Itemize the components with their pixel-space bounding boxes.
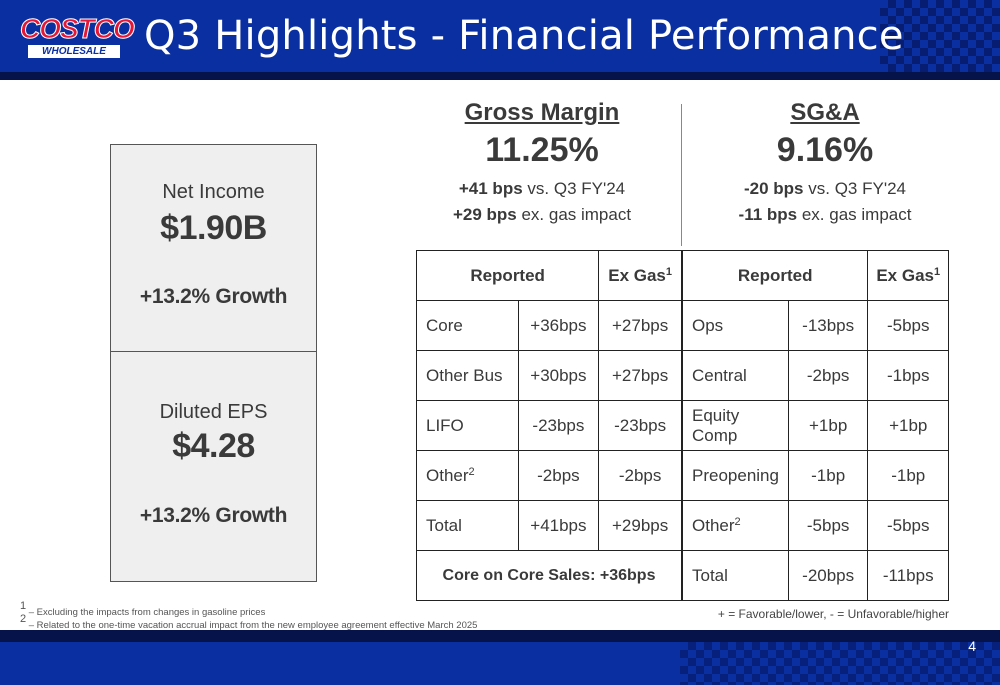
sga-heading: SG&A (790, 99, 860, 126)
table-row: Equity Comp +1bp +1bp (682, 400, 949, 451)
footer-pattern (680, 642, 1000, 685)
table-row: Other2 -2bps -2bps (416, 450, 682, 501)
sga-value: 9.16% (776, 131, 874, 169)
row-label: LIFO (416, 400, 519, 451)
reported-cell: -5bps (787, 500, 869, 551)
sign-legend: + = Favorable/lower, - = Unfavorable/hig… (717, 607, 949, 621)
sga-ex-gas: -11 bps ex. gas impact (738, 205, 912, 224)
reported-cell: +41bps (517, 500, 600, 551)
sga-vs-prior: -20 bps vs. Q3 FY'24 (744, 179, 906, 198)
ex-gas-cell: -5bps (867, 500, 949, 551)
table-row: Other2 -5bps -5bps (682, 500, 949, 551)
ex-gas-cell: -5bps (867, 300, 949, 351)
header-banner: COSTCO WHOLESALE Q3 Highlights - Financi… (0, 0, 1000, 80)
logo-wordmark: COSTCO (20, 13, 136, 44)
ex-gas-cell: +27bps (598, 350, 682, 401)
row-label: Other2 (682, 500, 789, 551)
reported-cell: -2bps (517, 450, 600, 501)
column-header-reported: Reported (415, 250, 600, 301)
net-income-value: $1.90B (160, 209, 267, 247)
footnote-2: 2 – Related to the one-time vacation acc… (20, 613, 478, 632)
table-row: Ops -13bps -5bps (682, 300, 949, 351)
logo-subtitle: WHOLESALE (28, 45, 120, 58)
table-row: Other Bus +30bps +27bps (416, 350, 682, 401)
reported-cell: -1bp (787, 450, 869, 501)
footer-banner: 4 (0, 630, 1000, 685)
ex-gas-cell: +29bps (598, 500, 682, 551)
net-income-growth: +13.2% Growth (139, 285, 288, 308)
row-label: Other2 (416, 450, 519, 501)
table-row: Core +36bps +27bps (416, 300, 682, 351)
footnote-1: 1 – Excluding the impacts from changes i… (20, 600, 266, 619)
header-stripe (0, 72, 1000, 80)
row-label: Total (682, 550, 789, 601)
ex-gas-cell: -1bps (867, 350, 949, 401)
reported-cell: +30bps (517, 350, 600, 401)
ex-gas-cell: -11bps (867, 550, 949, 601)
sga-summary: SG&A 9.16% -20 bps vs. Q3 FY'24 -11 bps … (700, 96, 950, 228)
row-label: Ops (682, 300, 789, 351)
earnings-summary-box: Net Income $1.90B +13.2% Growth Diluted … (110, 144, 317, 582)
gross-margin-summary: Gross Margin 11.25% +41 bps vs. Q3 FY'24… (417, 96, 667, 228)
reported-cell: -23bps (517, 400, 600, 451)
reported-cell: +1bp (787, 400, 869, 451)
table-row: Total -20bps -11bps (682, 550, 949, 601)
ex-gas-cell: +1bp (867, 400, 949, 451)
row-label: Core (416, 300, 519, 351)
diluted-eps-growth: +13.2% Growth (139, 504, 288, 527)
row-label: Central (682, 350, 789, 401)
page-title: Q3 Highlights - Financial Performance (144, 13, 904, 59)
table-footer-row: Core on Core Sales: +36bps (416, 550, 682, 601)
header-separator (681, 104, 682, 246)
footer-stripe (0, 630, 1000, 642)
gross-margin-ex-gas: +29 bps ex. gas impact (452, 205, 632, 224)
page-number: 4 (968, 638, 976, 654)
reported-cell: -2bps (787, 350, 869, 401)
diluted-eps-value: $4.28 (172, 427, 255, 465)
ex-gas-cell: +27bps (598, 300, 682, 351)
ex-gas-cell: -2bps (598, 450, 682, 501)
column-header-reported: Reported (681, 250, 869, 301)
table-header-row: Reported Ex Gas1 (415, 250, 682, 301)
ex-gas-cell: -1bp (867, 450, 949, 501)
table-row: Total +41bps +29bps (416, 500, 682, 551)
diluted-eps-label: Diluted EPS (159, 401, 268, 423)
gross-margin-heading: Gross Margin (464, 99, 620, 126)
row-label: Preopening (682, 450, 789, 501)
column-header-ex-gas: Ex Gas1 (598, 250, 682, 301)
net-income-label: Net Income (162, 181, 265, 203)
sga-table: Reported Ex Gas1 Ops -13bps -5bps Centra… (681, 250, 949, 601)
table-header-row: Reported Ex Gas1 (681, 250, 949, 301)
ex-gas-cell: -23bps (598, 400, 682, 451)
row-label: Equity Comp (682, 400, 789, 451)
gross-margin-table: Reported Ex Gas1 Core +36bps +27bps Othe… (415, 250, 682, 601)
reported-cell: +36bps (517, 300, 600, 351)
gross-margin-vs-prior: +41 bps vs. Q3 FY'24 (458, 179, 626, 198)
table-row: Preopening -1bp -1bp (682, 450, 949, 501)
header-pattern (880, 0, 1000, 72)
core-on-core-note: Core on Core Sales: +36bps (416, 550, 682, 601)
costco-logo: COSTCO WHOLESALE (20, 13, 136, 60)
column-header-ex-gas: Ex Gas1 (867, 250, 949, 301)
table-row: Central -2bps -1bps (682, 350, 949, 401)
table-row: LIFO -23bps -23bps (416, 400, 682, 451)
reported-cell: -13bps (787, 300, 869, 351)
row-label: Total (416, 500, 519, 551)
row-label: Other Bus (416, 350, 519, 401)
summary-divider (111, 351, 316, 352)
reported-cell: -20bps (787, 550, 869, 601)
gross-margin-value: 11.25% (485, 131, 599, 169)
